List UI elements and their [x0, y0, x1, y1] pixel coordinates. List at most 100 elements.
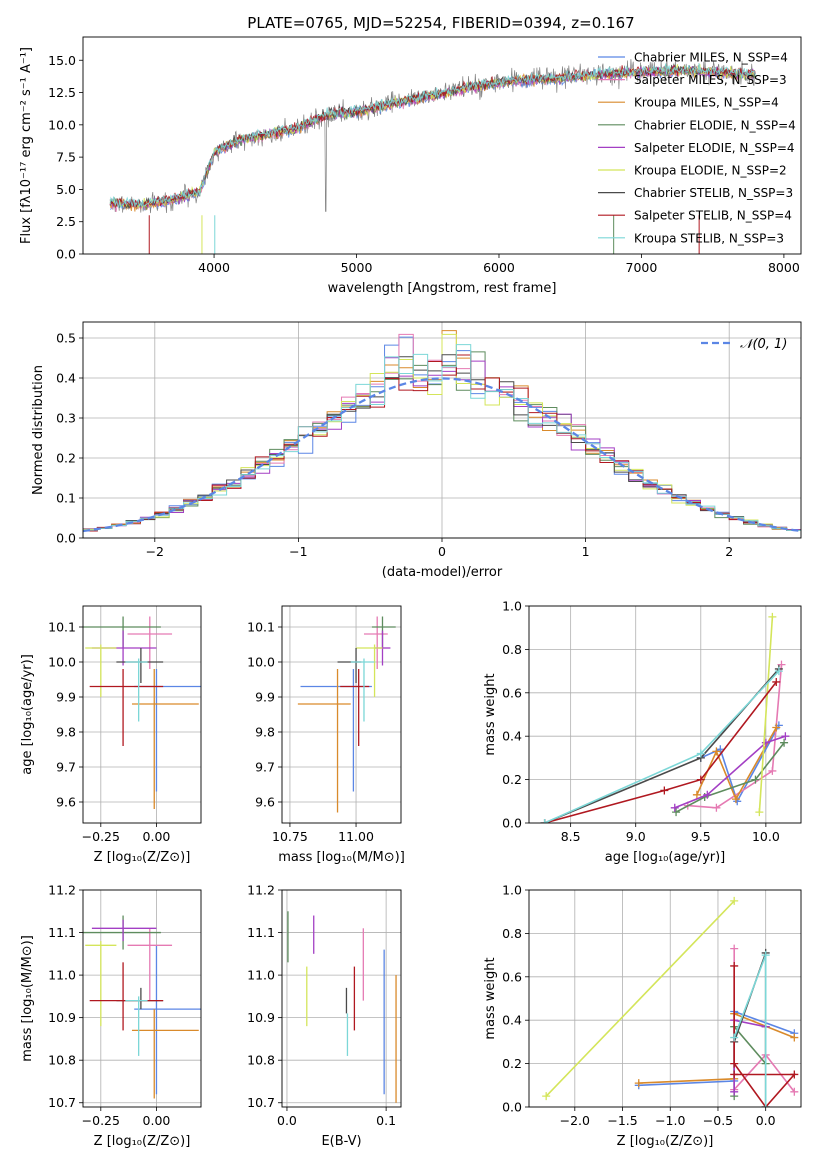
y-tick-label: 9.7 [255, 760, 275, 775]
axes-frame [82, 321, 802, 539]
y-tick-label: 0.5 [56, 331, 76, 346]
axes-frame [281, 889, 402, 1108]
y-axis-label: Normed distribution [31, 365, 46, 495]
y-tick-label: 0.8 [502, 642, 522, 657]
plot-area [83, 915, 201, 1099]
mass-weight-line [675, 742, 785, 813]
y-tick-label: 10.8 [247, 1053, 275, 1068]
y-axis-label: Flux [fλ10⁻¹⁷ erg cm⁻² s⁻¹ A⁻¹] [19, 47, 34, 244]
x-tick-label: 0.00 [143, 829, 171, 844]
mass-weight-marker [730, 961, 739, 970]
x-tick-label: 0.00 [143, 1113, 171, 1128]
legend-label: Kroupa MILES, N_SSP=4 [634, 96, 779, 110]
mass-weight-marker [712, 803, 721, 812]
mass-weight-marker [730, 1070, 739, 1079]
mass-weight-marker [672, 808, 681, 817]
mass-weight-marker [777, 660, 786, 669]
legend-label: Salpeter ELODIE, N_SSP=4 [634, 141, 795, 155]
mass-weight-marker [696, 775, 705, 784]
mass-weight-marker [790, 1087, 799, 1096]
plot-area [540, 612, 790, 823]
panel-age_vs_mass: 10.75 11.00 9.6 9.7 9.8 9.9 10.0 10.1 mass [log₁… [247, 605, 405, 865]
mass-weight-marker [790, 1033, 799, 1042]
y-tick-label: 0.8 [502, 926, 522, 941]
y-axis-label: mass weight [483, 673, 498, 755]
y-tick-label: 9.8 [255, 725, 275, 740]
y-tick-label: 1.0 [502, 883, 522, 898]
axes-frame [82, 36, 802, 255]
y-axis-label: mass [log₁₀(M/M⊙)] [20, 935, 35, 1062]
x-axis-label: Z [log₁₀(Z/Z⊙)] [617, 1134, 714, 1149]
y-tick-label: 0.0 [56, 531, 76, 546]
y-tick-label: 0.6 [502, 969, 522, 984]
mass-weight-marker [692, 790, 701, 799]
y-tick-label: 11.0 [247, 968, 275, 983]
mass-weight-marker [780, 738, 789, 747]
y-tick-label: 10.7 [247, 1095, 275, 1110]
y-tick-label: 10.9 [48, 1010, 76, 1025]
plot-area [109, 58, 756, 254]
plot-area [83, 330, 801, 538]
y-tick-label: 0.2 [502, 772, 522, 787]
x-tick-label: 0.0 [756, 1113, 776, 1128]
mass-weight-line [545, 900, 735, 1097]
plot-area [297, 616, 396, 813]
x-tick-label: −2 [146, 544, 164, 559]
panel-mass_vs_Z: −0.25 0.00 10.7 10.8 10.9 11.0 11.1 11.2 Z [log₁… [20, 883, 202, 1149]
x-tick-label: 4000 [198, 260, 230, 275]
y-tick-label: 0.0 [502, 1100, 522, 1115]
y-tick-label: 0.4 [502, 1013, 522, 1028]
mass-weight-line [687, 664, 783, 809]
mass-weight-marker [774, 667, 783, 676]
y-tick-label: 9.6 [56, 795, 76, 810]
y-tick-label: 0.0 [56, 247, 76, 262]
mass-weight-marker [730, 1087, 739, 1096]
panel-mass_weight_vs_Z: −2.0 −1.5 −1.0 −0.5 0.0 0.0 0.2 0.4 0.6 0.8 1.0 Z [… [483, 883, 802, 1149]
mass-weight-marker [660, 786, 669, 795]
x-tick-label: 5000 [341, 260, 373, 275]
mass-weight-marker [761, 738, 770, 747]
x-tick-label: −1.0 [655, 1113, 685, 1128]
x-axis-label: Z [log₁₀(Z/Z⊙)] [94, 850, 191, 865]
y-tick-label: 0.6 [502, 685, 522, 700]
x-tick-label: −2.0 [560, 1113, 590, 1128]
x-tick-label: 10.75 [272, 829, 308, 844]
mass-weight-marker [730, 896, 739, 905]
x-tick-label: 2 [725, 544, 733, 559]
y-tick-label: 9.7 [56, 760, 76, 775]
x-tick-label: −0.5 [703, 1113, 733, 1128]
y-tick-label: 0.1 [56, 491, 76, 506]
y-axis-label: mass weight [483, 957, 498, 1039]
y-tick-label: 9.9 [56, 690, 76, 705]
plot-area [287, 911, 397, 1103]
mass-weight-marker [761, 951, 770, 960]
mass-weight-marker [772, 677, 781, 686]
plot-area [83, 616, 201, 809]
y-tick-label: 1.0 [502, 599, 522, 614]
y-tick-label: 10.1 [48, 620, 76, 635]
mass-weight-line [758, 616, 774, 813]
legend-label: Chabrier MILES, N_SSP=4 [634, 51, 788, 65]
y-tick-label: 7.5 [56, 150, 76, 165]
mass-weight-line [544, 681, 777, 823]
mass-weight-marker [696, 749, 705, 758]
model-spectrum-line [109, 64, 756, 209]
axes-frame [82, 889, 202, 1108]
mass-weight-marker [540, 819, 549, 823]
y-tick-label: 11.0 [48, 968, 76, 983]
model-spectrum-line [109, 62, 756, 210]
y-tick-label: 10.0 [48, 655, 76, 670]
axes-frame [528, 605, 802, 824]
y-tick-label: 10.0 [48, 117, 76, 132]
normal-curve [83, 377, 801, 533]
y-tick-label: 12.5 [48, 85, 76, 100]
mass-weight-line [674, 735, 786, 809]
x-tick-label: 0.1 [376, 1113, 396, 1128]
panel-age_vs_Z: −0.25 0.00 9.6 9.7 9.8 9.9 10.0 10.1 Z [log₁₀(Z/… [20, 605, 202, 865]
legend-label: Salpeter MILES, N_SSP=3 [634, 73, 787, 87]
x-tick-label: 8.5 [561, 829, 581, 844]
x-tick-label: 11.00 [338, 829, 374, 844]
legend-label: Kroupa ELODIE, N_SSP=2 [634, 164, 787, 178]
y-tick-label: 15.0 [48, 53, 76, 68]
mass-weight-marker [730, 944, 739, 953]
